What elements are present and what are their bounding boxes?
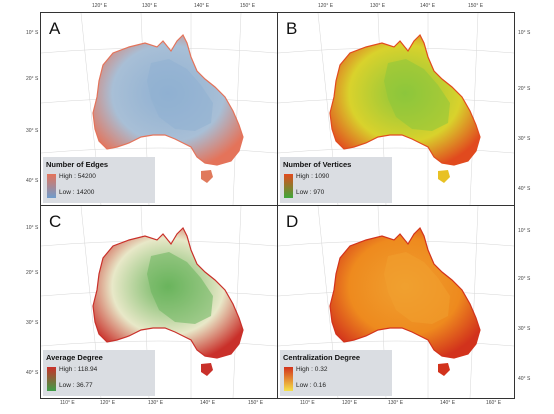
lon-tick: 120° E — [342, 400, 358, 406]
legend-title: Number of Edges — [46, 160, 109, 169]
map-panel-vertices: B Number of Vertices High : 1090 Low : 970 — [277, 12, 515, 206]
lat-tick: 30° S — [26, 128, 39, 134]
inland-region — [147, 252, 213, 324]
legend-high-value: High : 1090 — [296, 173, 330, 180]
panel-label: C — [49, 212, 62, 231]
lon-tick: 120° E — [318, 3, 334, 9]
legend-color-ramp — [47, 367, 56, 391]
lat-tick: 40° S — [26, 370, 39, 376]
inland-region — [384, 59, 450, 131]
tasmania — [438, 170, 450, 183]
lon-tick: 140° E — [200, 400, 216, 406]
legend-high-value: High : 54200 — [59, 173, 96, 180]
lon-tick: 140° E — [440, 400, 456, 406]
legend-color-ramp — [284, 367, 293, 391]
lat-tick: 20° S — [26, 76, 39, 82]
inland-region — [384, 252, 450, 324]
legend-high-value: High : 0.32 — [296, 366, 328, 373]
legend: Average Degree High : 118.94 Low : 36.77 — [43, 350, 155, 396]
lon-tick: 150° E — [248, 400, 264, 406]
inland-region — [147, 59, 213, 131]
lon-tick: 140° E — [420, 3, 436, 9]
lat-tick: 20° S — [518, 86, 531, 92]
legend: Number of Edges High : 54200 Low : 14200 — [43, 157, 155, 203]
lon-tick: 110° E — [60, 400, 75, 406]
lon-tick: 160° E — [486, 400, 502, 406]
tasmania — [201, 363, 213, 376]
map-panel-average-degree: C Average Degree High : 118.94 Low : 36.77 — [40, 205, 278, 399]
lat-tick: 10° S — [518, 30, 531, 36]
legend-title: Number of Vertices — [283, 160, 352, 169]
tasmania — [201, 170, 213, 183]
lat-tick: 10° S — [518, 228, 531, 234]
lat-tick: 20° S — [518, 276, 531, 282]
lon-tick: 130° E — [148, 400, 164, 406]
map-canvas — [278, 13, 514, 205]
map-canvas — [41, 13, 277, 205]
lon-tick: 150° E — [468, 3, 484, 9]
lon-tick: 130° E — [388, 400, 404, 406]
lon-tick: 120° E — [100, 400, 116, 406]
lon-tick: 130° E — [142, 3, 158, 9]
map-panel-centralization-degree: D Centralization Degree High : 0.32 Low : 0… — [277, 205, 515, 399]
panel-label: B — [286, 19, 298, 38]
lat-tick: 40° S — [518, 186, 531, 192]
legend-low-value: Low : 970 — [296, 189, 325, 196]
lat-tick: 40° S — [518, 376, 531, 382]
lat-tick: 40° S — [26, 178, 39, 184]
lat-tick: 20° S — [26, 270, 39, 276]
tasmania — [438, 363, 450, 376]
legend-low-value: Low : 36.77 — [59, 382, 93, 389]
legend-low-value: Low : 0.16 — [296, 382, 326, 389]
legend-high-value: High : 118.94 — [59, 366, 98, 373]
lat-tick: 30° S — [518, 326, 531, 332]
legend: Centralization Degree High : 0.32 Low : 0.… — [280, 350, 392, 396]
lat-tick: 10° S — [26, 225, 39, 231]
legend-title: Centralization Degree — [283, 353, 361, 362]
lat-tick: 10° S — [26, 30, 39, 36]
lon-tick: 140° E — [194, 3, 210, 9]
map-canvas — [41, 206, 277, 398]
lon-tick: 110° E — [300, 400, 315, 406]
legend-color-ramp — [47, 174, 56, 198]
lon-tick: 150° E — [240, 3, 256, 9]
map-panel-edges: A Number of Edges High : 54200 Low : 14200 — [40, 12, 278, 206]
legend-title: Average Degree — [46, 353, 103, 362]
lon-tick: 120° E — [92, 3, 108, 9]
lon-tick: 130° E — [370, 3, 386, 9]
legend: Number of Vertices High : 1090 Low : 970 — [280, 157, 392, 203]
map-canvas — [278, 206, 514, 398]
lat-tick: 30° S — [26, 320, 39, 326]
panel-label: A — [49, 19, 61, 38]
legend-low-value: Low : 14200 — [59, 189, 95, 196]
legend-color-ramp — [284, 174, 293, 198]
lat-tick: 30° S — [518, 136, 531, 142]
panel-label: D — [286, 212, 299, 231]
